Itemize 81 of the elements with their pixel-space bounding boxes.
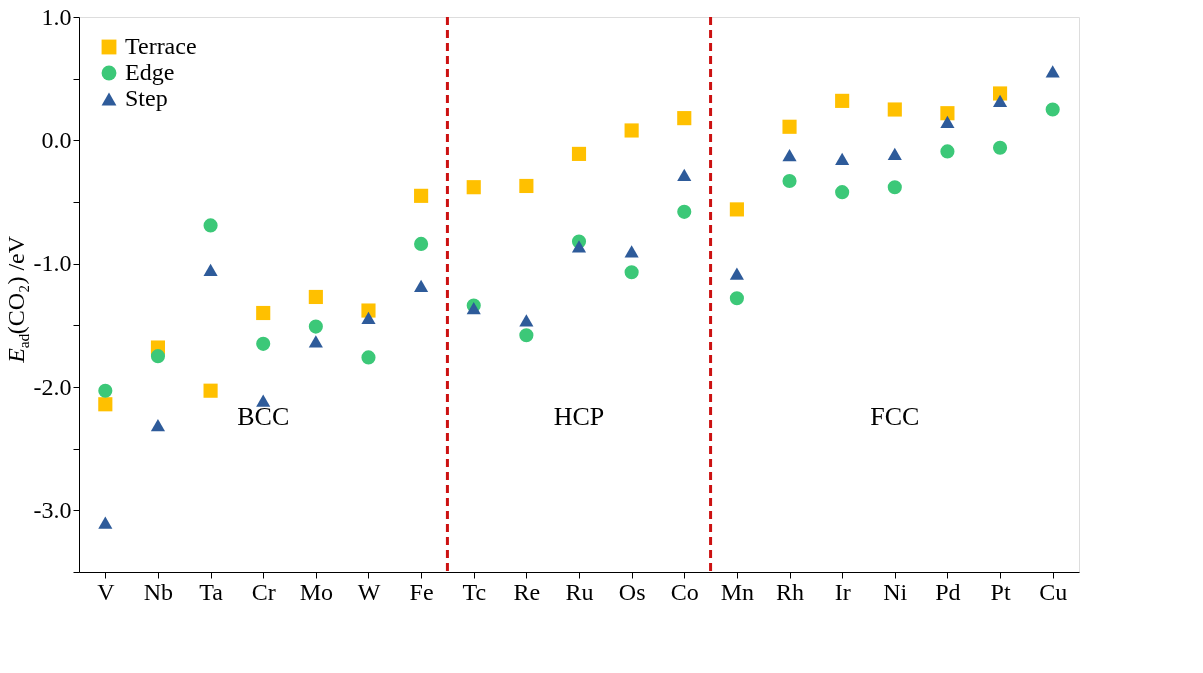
x-tick-label: Pd	[935, 578, 961, 605]
point	[414, 188, 429, 203]
point	[361, 311, 376, 325]
point	[1045, 65, 1060, 78]
annotation: HCP	[553, 401, 605, 431]
point	[992, 94, 1008, 107]
point	[940, 106, 955, 121]
x-tick-label: Mn	[720, 578, 755, 605]
point	[256, 336, 271, 351]
x-tick-label: Nb	[143, 578, 174, 605]
x-tick-label: Cu	[1039, 578, 1068, 605]
x-tick-label: Mo	[299, 578, 334, 605]
point	[98, 383, 113, 398]
y-tick-label: -2.0	[33, 373, 72, 400]
point	[940, 115, 955, 128]
y-tick-label: -1.0	[33, 250, 72, 277]
x-tick-label: Rh	[776, 578, 805, 605]
point	[150, 349, 166, 364]
point	[414, 279, 429, 292]
point	[677, 204, 692, 219]
legend-label: Step	[125, 85, 168, 111]
point	[519, 314, 534, 327]
point	[308, 289, 323, 305]
x-tick-label: Os	[618, 578, 646, 605]
y-tick-label: 0.0	[41, 126, 72, 153]
point	[361, 350, 376, 365]
point	[414, 236, 429, 251]
point	[782, 149, 797, 162]
point	[150, 419, 166, 432]
point	[571, 146, 587, 161]
point	[98, 397, 113, 412]
x-tick-label: Re	[513, 578, 541, 605]
x-tick-label: V	[97, 578, 116, 605]
y-axis-title: Ead(CO₂) /eV	[3, 235, 32, 364]
annotation: BCC	[237, 401, 290, 431]
x-tick-label: Tc	[462, 578, 487, 605]
x-tick-label: W	[357, 578, 381, 605]
point	[782, 119, 797, 134]
point	[203, 383, 218, 398]
point	[624, 245, 639, 258]
x-tick-label: Ta	[199, 578, 224, 605]
point	[835, 93, 850, 108]
point	[571, 240, 587, 253]
point	[729, 291, 744, 306]
point	[519, 328, 534, 343]
legend-label: Terrace	[125, 33, 197, 59]
point	[887, 102, 902, 117]
y-tick-label: -3.0	[33, 496, 72, 523]
legend-label: Edge	[125, 59, 175, 85]
point	[729, 267, 744, 280]
x-tick-label: Ir	[834, 578, 851, 605]
x-tick-label: Co	[670, 578, 699, 605]
x-tick-label: Pt	[990, 578, 1011, 605]
x-tick-label: Fe	[409, 578, 434, 605]
point	[782, 173, 797, 189]
point	[729, 202, 744, 217]
annotation: FCC	[870, 401, 920, 431]
point	[203, 218, 218, 233]
point	[1045, 102, 1060, 117]
x-tick-label: Cr	[251, 578, 276, 605]
point	[466, 180, 481, 195]
point	[677, 111, 692, 126]
x-tick-label: Ru	[565, 578, 594, 605]
x-tick-label: Ni	[883, 578, 908, 605]
point	[835, 185, 850, 200]
point	[835, 152, 850, 165]
point	[624, 265, 639, 280]
point	[519, 178, 534, 194]
point	[256, 394, 271, 407]
point	[203, 263, 218, 276]
point	[256, 305, 271, 321]
point	[887, 180, 902, 195]
point	[308, 319, 323, 334]
point	[992, 140, 1008, 155]
point	[624, 123, 639, 138]
point	[887, 147, 902, 161]
point	[940, 144, 955, 159]
y-tick-label: 1.0	[41, 3, 72, 30]
point	[677, 168, 692, 181]
point	[308, 335, 323, 348]
point	[98, 516, 113, 529]
